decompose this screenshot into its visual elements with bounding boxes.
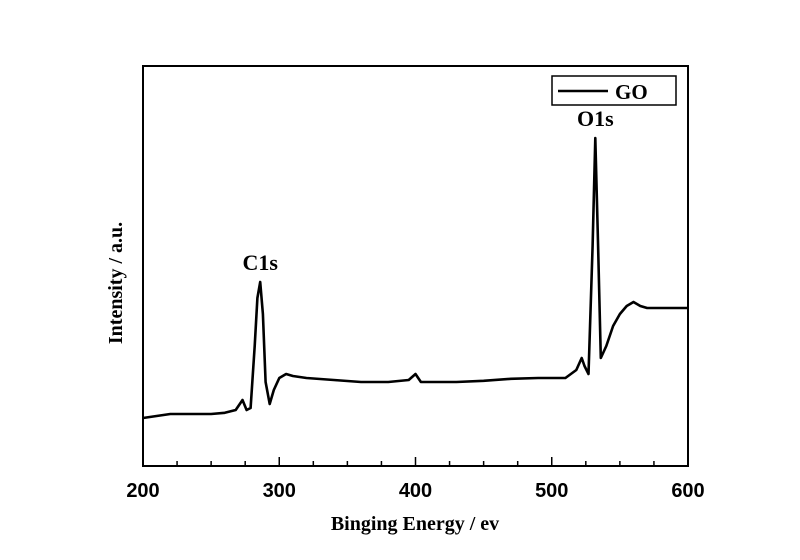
y-axis-title: Intensity / a.u. xyxy=(105,222,127,344)
x-tick-label: 600 xyxy=(671,480,704,502)
x-axis-title: Binging Energy / ev xyxy=(331,513,499,535)
x-tick-label: 200 xyxy=(126,480,159,502)
x-tick-label: 500 xyxy=(535,480,568,502)
legend-label-go: GO xyxy=(615,80,648,104)
x-axis-tick-labels: 200 300 400 500 600 xyxy=(126,480,704,502)
x-axis-ticks xyxy=(142,457,689,466)
x-tick-label: 300 xyxy=(263,480,296,502)
peak-label-o1s: O1s xyxy=(577,106,614,131)
x-tick-label: 400 xyxy=(399,480,432,502)
legend: GO xyxy=(551,75,677,106)
series-line-go xyxy=(142,136,688,420)
peak-label-c1s: C1s xyxy=(242,250,278,275)
